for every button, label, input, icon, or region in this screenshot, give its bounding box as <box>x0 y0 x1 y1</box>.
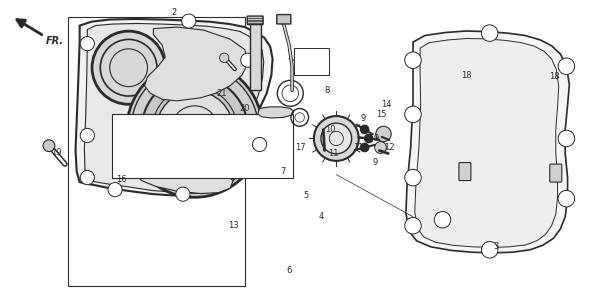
Text: 9: 9 <box>360 114 365 123</box>
Text: 21: 21 <box>216 89 227 98</box>
Bar <box>250 21 261 90</box>
Text: 5: 5 <box>303 191 308 200</box>
Circle shape <box>405 169 421 186</box>
Text: 11: 11 <box>353 143 363 152</box>
Circle shape <box>481 242 498 258</box>
FancyBboxPatch shape <box>247 16 263 25</box>
Text: 18: 18 <box>549 72 560 81</box>
Text: 20: 20 <box>240 104 250 113</box>
Circle shape <box>241 53 255 67</box>
Text: 10: 10 <box>325 125 336 134</box>
Polygon shape <box>135 163 233 194</box>
Text: 16: 16 <box>116 175 126 184</box>
Circle shape <box>481 25 498 41</box>
Text: 4: 4 <box>319 212 324 221</box>
Bar <box>294 48 329 75</box>
Text: 13: 13 <box>228 221 238 230</box>
Circle shape <box>405 52 421 68</box>
Circle shape <box>127 62 263 197</box>
Circle shape <box>80 36 94 51</box>
Circle shape <box>405 106 421 123</box>
Text: 6: 6 <box>286 266 292 275</box>
Circle shape <box>80 128 94 143</box>
Circle shape <box>558 58 575 74</box>
Polygon shape <box>145 27 248 101</box>
Text: 12: 12 <box>384 143 395 152</box>
FancyBboxPatch shape <box>550 164 562 182</box>
Text: 3: 3 <box>493 242 499 251</box>
Circle shape <box>92 31 165 104</box>
Circle shape <box>360 143 369 152</box>
Circle shape <box>376 126 391 141</box>
Circle shape <box>80 170 94 185</box>
Text: 19: 19 <box>51 147 61 157</box>
FancyBboxPatch shape <box>459 163 471 181</box>
Circle shape <box>219 53 229 63</box>
Text: 11: 11 <box>328 149 339 158</box>
Text: 7: 7 <box>280 167 286 176</box>
Circle shape <box>405 218 421 234</box>
Circle shape <box>558 130 575 147</box>
Text: FR.: FR. <box>46 36 64 45</box>
Circle shape <box>43 140 55 152</box>
Text: 9: 9 <box>372 158 377 167</box>
Circle shape <box>314 116 359 161</box>
Circle shape <box>365 134 373 143</box>
Text: 14: 14 <box>381 100 392 109</box>
Circle shape <box>375 141 386 154</box>
FancyBboxPatch shape <box>277 14 291 24</box>
Circle shape <box>558 191 575 207</box>
Circle shape <box>176 187 190 201</box>
Bar <box>112 114 293 178</box>
Polygon shape <box>406 31 569 253</box>
Circle shape <box>108 182 122 197</box>
Circle shape <box>253 137 267 152</box>
Text: 17: 17 <box>296 143 306 152</box>
Polygon shape <box>84 23 264 192</box>
Text: 2: 2 <box>172 8 176 17</box>
Bar <box>68 17 245 286</box>
Circle shape <box>434 212 451 228</box>
Text: 9: 9 <box>373 134 378 143</box>
Text: 18: 18 <box>461 71 471 80</box>
Polygon shape <box>258 107 294 118</box>
Circle shape <box>360 125 369 134</box>
Polygon shape <box>415 39 559 247</box>
Circle shape <box>321 123 352 154</box>
Text: 15: 15 <box>376 110 387 119</box>
Circle shape <box>142 76 248 182</box>
Circle shape <box>182 14 196 28</box>
Text: 8: 8 <box>324 86 330 95</box>
Circle shape <box>156 91 233 168</box>
Polygon shape <box>76 19 273 196</box>
